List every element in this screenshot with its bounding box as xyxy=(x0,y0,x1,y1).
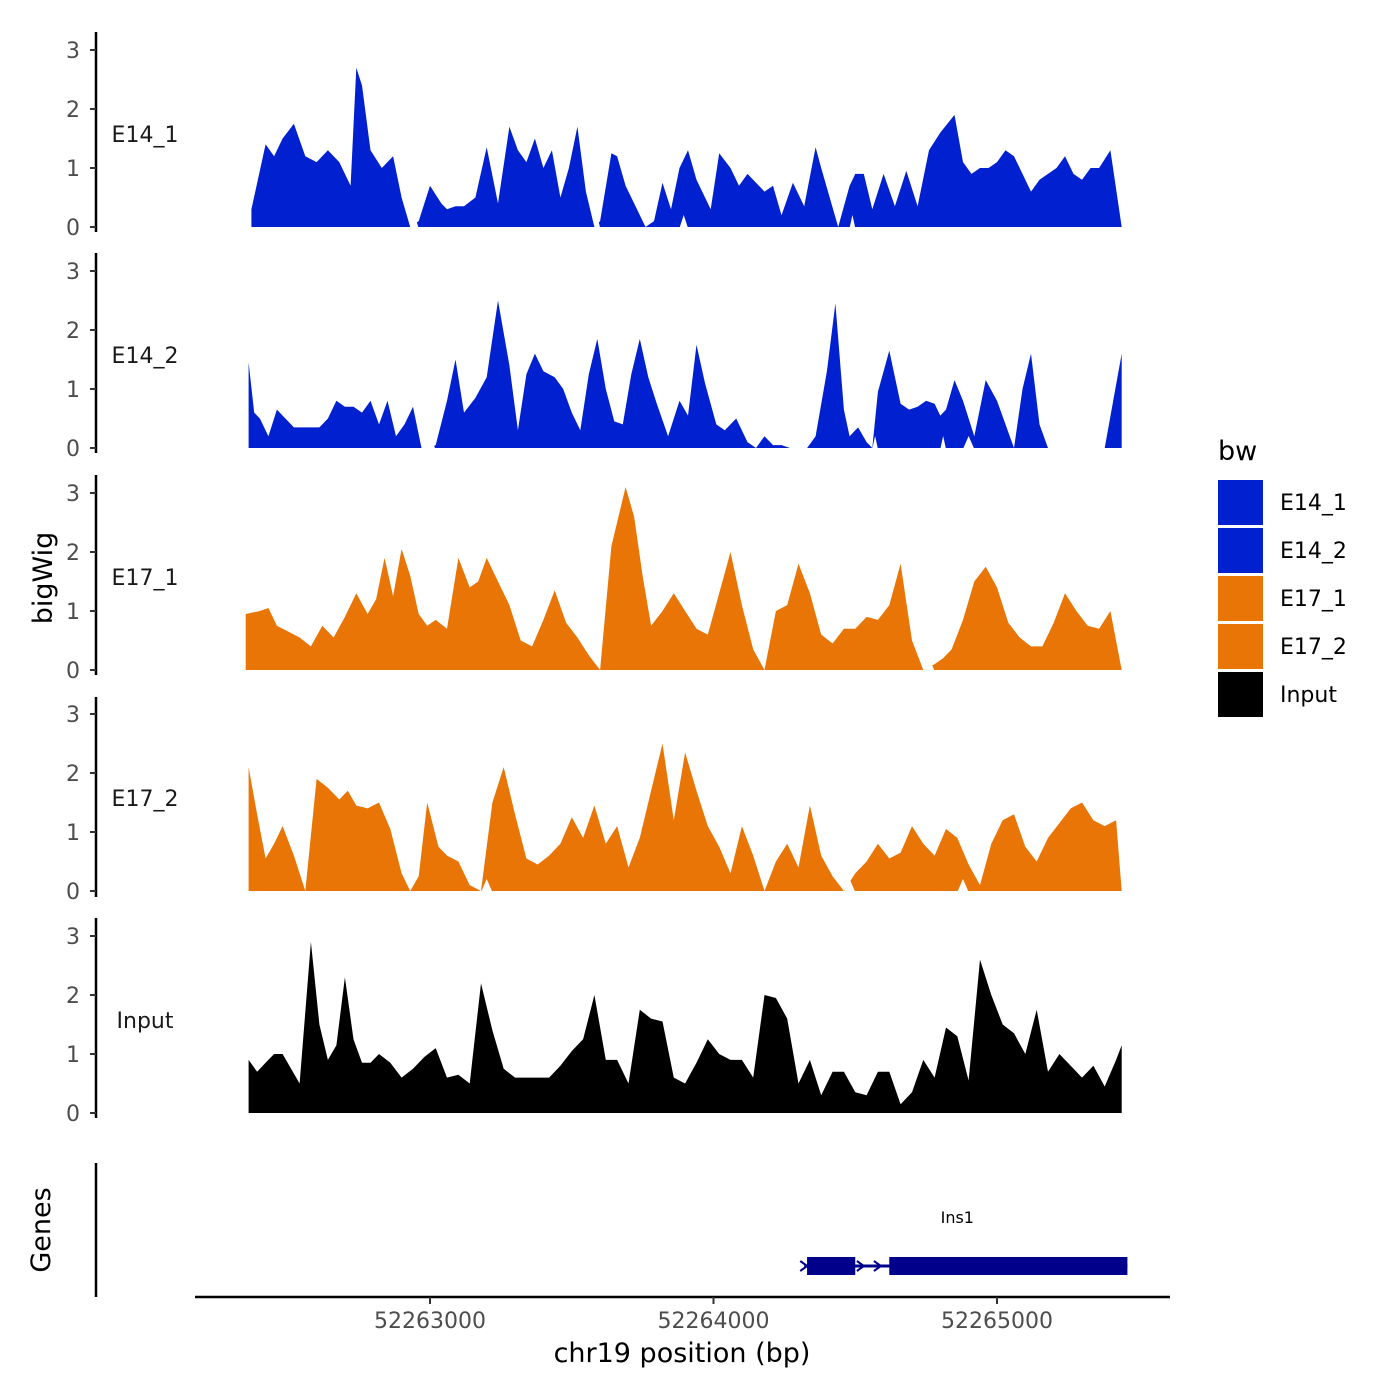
signal-area-Input xyxy=(248,941,1122,1113)
y-tick-label: 1 xyxy=(66,1043,80,1068)
legend-items: E14_1 E14_2 E17_1 E17_2 Input xyxy=(1218,480,1347,717)
signal-gap xyxy=(421,436,436,449)
legend-swatch-E17_2 xyxy=(1218,624,1263,669)
signal-gap xyxy=(872,436,878,449)
y-tick-label: 0 xyxy=(66,1102,80,1127)
signal-gap xyxy=(679,215,688,228)
y-tick-label: 0 xyxy=(66,437,80,462)
x-tick-label: 52265000 xyxy=(941,1309,1053,1334)
strand-arrow xyxy=(873,1260,883,1272)
signal-area-E14_2 xyxy=(248,300,1122,448)
signal-gap xyxy=(594,215,601,228)
signal-gap xyxy=(410,215,419,228)
signal-gap xyxy=(843,879,856,892)
signal-gap xyxy=(481,879,493,892)
signal-area-E17_1 xyxy=(245,487,1122,670)
legend-label: E14_2 xyxy=(1280,539,1347,564)
legend-title: bw xyxy=(1218,436,1257,467)
legend: bw E14_1 E14_2 E17_1 E17_2 Input xyxy=(1218,436,1347,717)
x-axis-title: chr19 position (bp) xyxy=(554,1338,811,1369)
legend-label: E17_1 xyxy=(1280,587,1347,612)
legend-swatch-E17_1 xyxy=(1218,576,1263,621)
gene-models: Ins1 xyxy=(799,1208,1128,1275)
y-axis-title: bigWig xyxy=(28,532,59,625)
strand-arrow xyxy=(856,1260,866,1272)
y-tick-label: 1 xyxy=(66,378,80,403)
genes-panel: Genes Ins1 xyxy=(26,1163,1128,1297)
x-ticks: 52263000 52264000 52265000 xyxy=(374,1297,1053,1334)
x-tick-label: 52263000 xyxy=(374,1309,486,1334)
genes-label: Genes xyxy=(26,1187,57,1272)
signal-gap xyxy=(957,879,969,892)
legend-label: E17_2 xyxy=(1280,635,1347,660)
track-label: E17_1 xyxy=(112,566,179,591)
gene-Ins1: Ins1 xyxy=(799,1208,1128,1275)
track-label: Input xyxy=(117,1009,174,1034)
legend-swatch-E14_2 xyxy=(1218,528,1263,573)
gene-name-label: Ins1 xyxy=(941,1208,974,1227)
legend-label: Input xyxy=(1280,683,1337,708)
y-tick-label: 0 xyxy=(66,659,80,684)
y-tick-label: 0 xyxy=(66,880,80,905)
y-tick-label: 1 xyxy=(66,600,80,625)
y-tick-label: 3 xyxy=(66,703,80,728)
y-tick-label: 2 xyxy=(66,319,80,344)
y-tick-label: 1 xyxy=(66,821,80,846)
signal-area-E14_1 xyxy=(251,67,1122,227)
signal-gap xyxy=(923,658,935,671)
y-tick-label: 0 xyxy=(66,216,80,241)
signal-gap xyxy=(849,215,856,228)
gene-exon xyxy=(807,1257,856,1275)
track-E17_2: 0 1 2 3 E17_2 xyxy=(66,697,1122,905)
track-E14_1: 0 1 2 3 E14_1 xyxy=(66,32,1122,241)
strand-arrow xyxy=(799,1260,809,1272)
y-tick-label: 2 xyxy=(66,98,80,123)
x-tick-label: 52264000 xyxy=(658,1309,770,1334)
y-tick-label: 3 xyxy=(66,260,80,285)
y-tick-label: 2 xyxy=(66,541,80,566)
legend-swatch-E14_1 xyxy=(1218,480,1263,525)
y-tick-label: 1 xyxy=(66,157,80,182)
signal-gap xyxy=(962,436,975,449)
legend-swatch-Input xyxy=(1218,672,1263,717)
y-tick-label: 3 xyxy=(66,925,80,950)
track-label: E14_2 xyxy=(112,344,179,369)
gene-exon xyxy=(889,1257,1128,1275)
y-tick-label: 2 xyxy=(66,984,80,1009)
track-E14_2: 0 1 2 3 E14_2 xyxy=(66,253,1122,462)
track-panels: 0 1 2 3 E14_1 0 1 2 3 E14_2 0 1 2 3 E17_1 0 1 2 3 E17_2 0 1 2 3… xyxy=(66,32,1122,1127)
track-E17_1: 0 1 2 3 E17_1 xyxy=(66,475,1122,684)
track-label: E14_1 xyxy=(112,123,179,148)
legend-label: E14_1 xyxy=(1280,491,1347,516)
y-tick-label: 3 xyxy=(66,39,80,64)
signal-area-E17_2 xyxy=(248,743,1122,891)
signal-gap xyxy=(940,436,946,449)
x-axis: 52263000 52264000 52265000 chr19 position … xyxy=(195,1295,1170,1369)
y-tick-label: 3 xyxy=(66,482,80,507)
track-label: E17_2 xyxy=(112,787,179,812)
y-tick-label: 2 xyxy=(66,762,80,787)
track-Input: 0 1 2 3 Input xyxy=(66,918,1122,1127)
